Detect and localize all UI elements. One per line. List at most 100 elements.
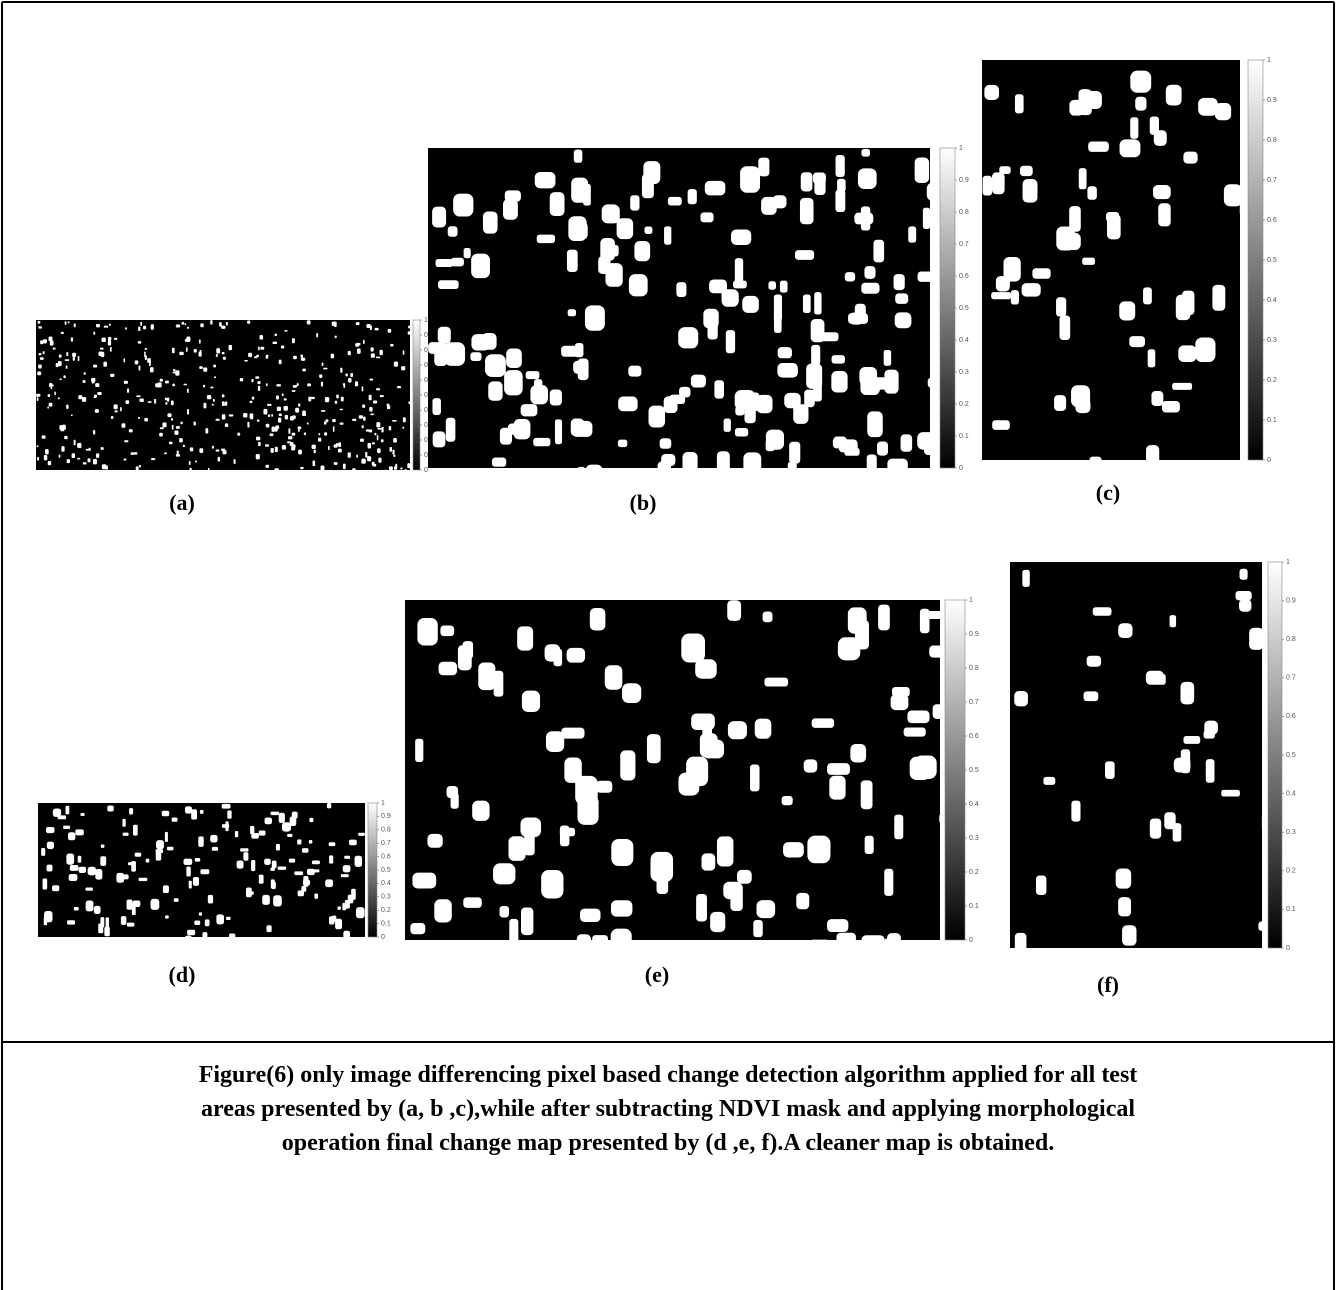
blob <box>200 810 204 814</box>
blob <box>417 618 437 646</box>
blob <box>68 321 70 323</box>
blob <box>647 734 661 763</box>
blob <box>98 352 102 357</box>
blob <box>252 397 254 400</box>
blob <box>723 882 742 900</box>
blob <box>756 900 775 918</box>
panel-label: (b) <box>630 490 657 515</box>
blob <box>120 407 122 411</box>
blob <box>185 936 192 946</box>
blob <box>146 859 150 863</box>
colorbar-tick-label: 0.3 <box>381 894 391 901</box>
blob <box>634 241 650 261</box>
blob <box>48 461 51 465</box>
colorbar-tick-label: 0.7 <box>1286 675 1296 682</box>
blob <box>292 444 295 448</box>
blob <box>783 842 804 857</box>
blob <box>101 845 105 848</box>
blob <box>438 280 459 289</box>
blob <box>1093 607 1112 615</box>
blob <box>724 418 731 431</box>
blob <box>43 879 48 890</box>
blob <box>807 836 830 864</box>
panel-label: (f) <box>1097 972 1119 997</box>
blob <box>187 409 189 414</box>
blob <box>340 422 344 424</box>
blob <box>45 449 49 454</box>
colorbar-tick-label: 0.4 <box>1267 297 1277 304</box>
blob <box>561 728 584 739</box>
blob <box>247 422 249 428</box>
blob <box>340 409 343 411</box>
blob <box>348 351 351 355</box>
colorbar-tick-label: 0.2 <box>1267 377 1277 384</box>
blob <box>314 894 318 899</box>
blob <box>618 397 638 412</box>
blob <box>1116 868 1132 888</box>
blob <box>702 718 712 748</box>
blob <box>803 294 811 313</box>
blob <box>83 462 87 464</box>
blob <box>343 383 345 388</box>
blob <box>393 455 395 457</box>
blob <box>568 309 576 316</box>
blob <box>924 443 939 455</box>
blob <box>289 859 295 863</box>
blob <box>258 346 260 350</box>
blob <box>534 379 542 393</box>
blob <box>1240 190 1247 215</box>
blob <box>362 386 364 391</box>
blob <box>129 429 133 432</box>
blob <box>101 447 104 450</box>
blob <box>567 250 578 272</box>
panel: 00.10.20.30.40.50.60.70.80.91(f) <box>1010 559 1296 997</box>
blob <box>494 671 504 697</box>
blob <box>745 174 758 187</box>
blob <box>660 438 672 448</box>
blob <box>907 711 929 724</box>
blob <box>572 421 593 437</box>
blob <box>602 204 620 223</box>
blob <box>297 839 301 844</box>
blob <box>1166 85 1182 106</box>
blob <box>311 397 315 399</box>
blob <box>983 176 993 196</box>
blob <box>1151 391 1163 406</box>
blob <box>395 464 397 469</box>
blob <box>222 352 225 355</box>
blob <box>335 919 342 930</box>
blob <box>735 428 748 436</box>
blob <box>348 378 352 383</box>
blob <box>257 419 259 421</box>
blob <box>247 320 250 323</box>
blob <box>265 465 269 468</box>
blob <box>362 425 364 428</box>
blob <box>622 683 641 703</box>
blob <box>1224 184 1242 206</box>
blob <box>171 401 174 406</box>
blob <box>179 438 183 442</box>
blob <box>642 174 654 198</box>
blob <box>71 414 73 416</box>
blob <box>321 410 325 412</box>
blob <box>254 356 257 358</box>
blob <box>341 874 349 877</box>
blob <box>388 329 392 333</box>
blob <box>49 403 53 407</box>
blob <box>376 422 380 427</box>
blob <box>373 464 376 467</box>
blob <box>375 328 379 331</box>
blob <box>38 364 42 368</box>
blob <box>167 847 173 851</box>
blob <box>363 417 366 421</box>
colorbar-tick-label: 0.4 <box>381 880 391 887</box>
blob <box>891 694 909 710</box>
blob <box>107 805 113 811</box>
colorbar-tick-label: 0.1 <box>959 433 969 440</box>
blob <box>162 811 170 817</box>
blob <box>203 403 206 409</box>
colorbar-tick-label: 0 <box>969 937 973 944</box>
blob <box>335 336 337 339</box>
blob <box>198 836 203 847</box>
blob <box>509 919 518 947</box>
